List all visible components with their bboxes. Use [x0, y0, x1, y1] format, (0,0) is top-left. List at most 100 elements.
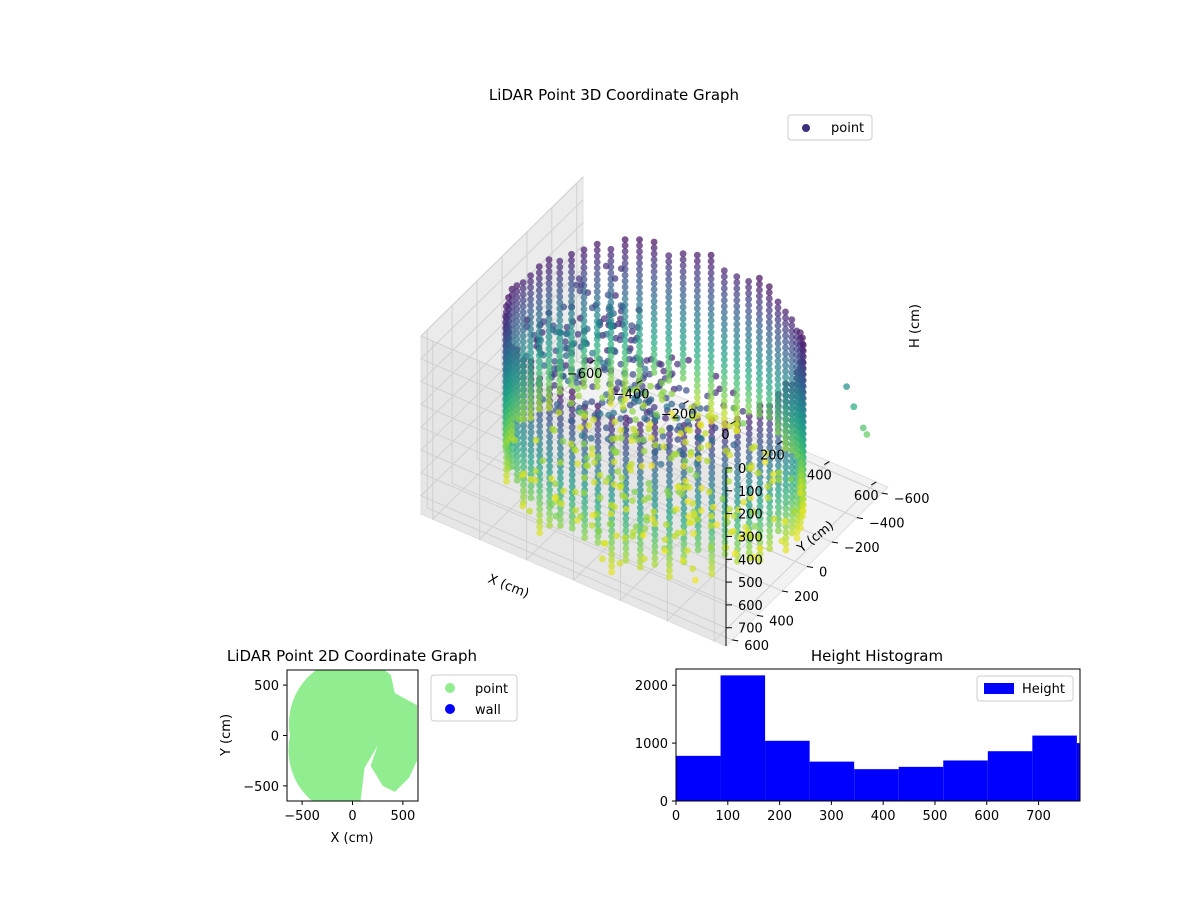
- point-3d: [580, 264, 588, 271]
- point-3d: [651, 477, 659, 485]
- point-3d: [765, 395, 773, 403]
- point-3d: [546, 415, 553, 422]
- point-3d: [782, 320, 789, 328]
- point-3d: [788, 339, 796, 347]
- point-3d: [733, 391, 741, 399]
- point-3d: [650, 274, 658, 281]
- point-3d: [666, 531, 673, 539]
- point-3d: [636, 313, 643, 321]
- point-3d: [568, 369, 575, 377]
- point-3d: [651, 501, 659, 509]
- point-3d: [513, 476, 521, 484]
- point-3d: [793, 386, 801, 394]
- point-3d: [545, 321, 553, 329]
- point-3d: [733, 380, 741, 387]
- point-3d: [608, 467, 616, 475]
- point-3d: [621, 378, 629, 386]
- point-3d: [733, 291, 741, 298]
- point-3d: [756, 393, 763, 401]
- point-3d: [636, 271, 643, 279]
- point-3d: [621, 396, 629, 404]
- point-3d: [600, 315, 608, 323]
- point-3d: [765, 342, 773, 350]
- y-tick-label-hist: 0: [660, 795, 668, 810]
- point-3d: [616, 483, 624, 491]
- point-3d: [535, 263, 543, 270]
- point-3d: [527, 313, 534, 321]
- point-3d: [607, 400, 615, 407]
- point-3d: [556, 269, 564, 277]
- point-3d: [568, 512, 576, 520]
- point-3d: [666, 430, 673, 438]
- point-3d: [788, 423, 796, 430]
- point-3d: [680, 505, 688, 512]
- point-3d: [733, 350, 741, 358]
- point-3d: [550, 365, 558, 372]
- point-3d: [608, 550, 616, 558]
- point-3d: [766, 426, 774, 434]
- point-3d: [756, 399, 763, 407]
- point-3d: [556, 257, 564, 265]
- point-3d: [545, 339, 553, 347]
- point-3d: [651, 531, 659, 538]
- point-3d: [513, 465, 521, 472]
- y-tick-3d: [732, 639, 739, 642]
- point-3d: [720, 332, 728, 340]
- point-3d: [636, 289, 643, 297]
- point-3d: [707, 544, 715, 551]
- point-3d: [756, 357, 763, 365]
- point-3d: [658, 427, 666, 435]
- point-3d: [710, 503, 717, 511]
- point-3d: [568, 495, 576, 502]
- point-3d: [745, 289, 752, 297]
- point-3d: [734, 557, 741, 565]
- point-3d: [546, 456, 553, 464]
- point-3d: [697, 507, 705, 514]
- point-3d: [527, 331, 534, 339]
- point-3d: [733, 397, 741, 405]
- point-3d: [632, 523, 640, 530]
- point-3d: [720, 297, 728, 304]
- point-3d: [761, 458, 769, 466]
- point-3d: [535, 370, 543, 377]
- point-3d: [594, 444, 602, 451]
- point-3d: [546, 480, 553, 488]
- point-3d: [562, 352, 570, 359]
- point-3d: [593, 317, 601, 325]
- point-3d: [793, 434, 801, 442]
- point-3d: [775, 521, 782, 529]
- point-3d: [693, 382, 701, 389]
- point-3d: [745, 436, 753, 444]
- y-tick-label-3d: 600: [744, 639, 769, 654]
- point-3d: [527, 414, 534, 422]
- point-3d: [766, 420, 774, 428]
- point-3d: [774, 411, 782, 418]
- point-3d: [545, 297, 553, 305]
- y-tick-label-3d: 0: [819, 566, 827, 581]
- point-3d: [650, 363, 658, 370]
- z-tick-label-3d: 200: [738, 508, 763, 523]
- histogram-legend-swatch: [984, 683, 1014, 694]
- point-3d: [546, 522, 553, 529]
- point-3d: [734, 451, 741, 458]
- point-3d: [607, 299, 615, 307]
- point-3d: [782, 487, 790, 495]
- point-3d: [745, 283, 752, 291]
- point-3d: [665, 281, 673, 289]
- point-3d: [545, 291, 553, 299]
- point-3d: [580, 293, 588, 301]
- point-3d: [708, 475, 716, 483]
- point-3d: [745, 325, 752, 333]
- point-3d: [553, 401, 561, 408]
- point-3d: [693, 328, 701, 336]
- x-tick-label-3d: 0: [721, 428, 729, 443]
- point-3d: [678, 490, 685, 498]
- point-3d: [610, 409, 617, 417]
- point-3d: [613, 434, 620, 442]
- point-3d: [535, 322, 543, 330]
- point-3d: [646, 486, 654, 494]
- point-3d: [793, 339, 801, 347]
- point-3d: [782, 546, 790, 554]
- point-3d: [765, 295, 773, 302]
